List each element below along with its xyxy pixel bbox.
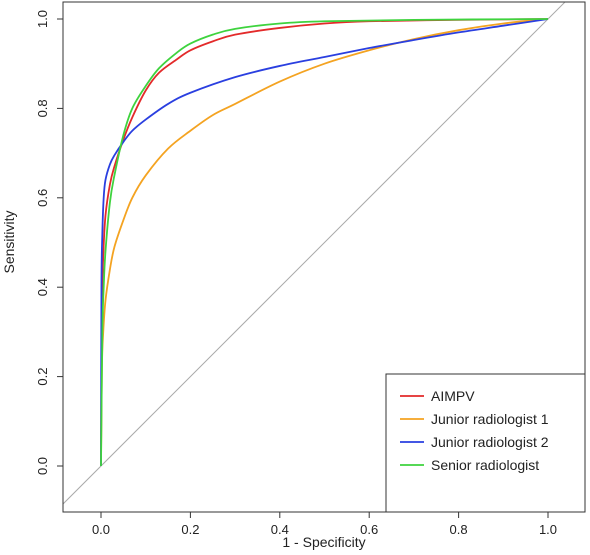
y-axis-title: Sensitivity xyxy=(1,210,17,273)
series-line-3 xyxy=(100,18,549,467)
legend-label-3: Junior radiologist 2 xyxy=(431,434,549,450)
series-line-4 xyxy=(100,18,549,467)
x-axis-title: 1 - Specificity xyxy=(282,534,365,550)
legend-label-1: AIMPV xyxy=(431,388,475,404)
legend-label-2: Junior radiologist 1 xyxy=(431,411,549,427)
y-tick-label: 0.6 xyxy=(35,189,50,207)
x-tick-label: 0.0 xyxy=(92,522,110,537)
legend-box xyxy=(385,373,586,513)
x-tick-label: 0.2 xyxy=(181,522,199,537)
legend-label-4: Senior radiologist xyxy=(431,457,539,473)
y-tick-label: 0.4 xyxy=(35,278,50,296)
x-tick-label: 1.0 xyxy=(539,522,557,537)
plot-area: 0.0 0.2 0.4 0.6 0.8 1.0 0.0 0.2 0.4 0.6 0.8 1.0 AIMP… xyxy=(35,1,586,537)
series-line-1 xyxy=(100,18,549,467)
x-tick-label: 0.8 xyxy=(450,522,468,537)
y-tick-label: 0.0 xyxy=(35,457,50,475)
y-tick-label: 1.0 xyxy=(35,10,50,28)
x-tick-label: 0.6 xyxy=(360,522,378,537)
y-tick-label: 0.2 xyxy=(35,368,50,386)
plot-border xyxy=(62,1,586,513)
y-tick-label: 0.8 xyxy=(35,99,50,117)
x-tick-label: 0.4 xyxy=(271,522,289,537)
reference-diagonal-line xyxy=(63,2,566,505)
